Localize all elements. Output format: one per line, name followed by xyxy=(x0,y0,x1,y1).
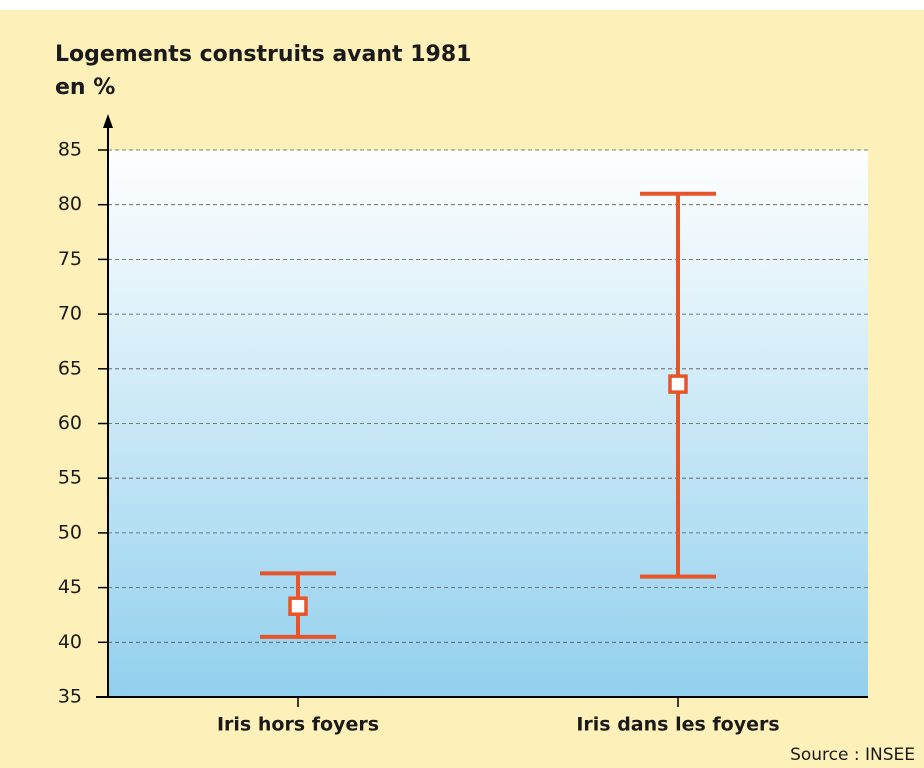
chart-title: Logements construits avant 1981 xyxy=(55,42,471,67)
x-tick-label: Iris dans les foyers xyxy=(576,714,779,736)
y-tick-label: 80 xyxy=(58,193,82,215)
y-tick-label: 40 xyxy=(58,631,82,653)
y-tick-label: 60 xyxy=(58,412,82,434)
y-tick-label: 45 xyxy=(58,576,82,598)
y-tick-label: 65 xyxy=(58,357,82,379)
y-tick-label: 70 xyxy=(58,303,82,325)
source: Source : INSEE xyxy=(790,745,915,765)
y-tick-label: 50 xyxy=(58,521,82,543)
x-tick-label: Iris hors foyers xyxy=(217,714,379,736)
marks xyxy=(108,149,868,643)
value-marker xyxy=(668,374,688,394)
y-tick-label: 85 xyxy=(58,139,82,161)
y-tick-label: 55 xyxy=(58,467,82,489)
y-tick-label: 35 xyxy=(58,686,82,708)
y-axis-arrow xyxy=(103,114,113,128)
chart-subtitle: en % xyxy=(55,75,115,100)
y-tick-label: 75 xyxy=(58,248,82,270)
value-marker xyxy=(288,596,308,616)
